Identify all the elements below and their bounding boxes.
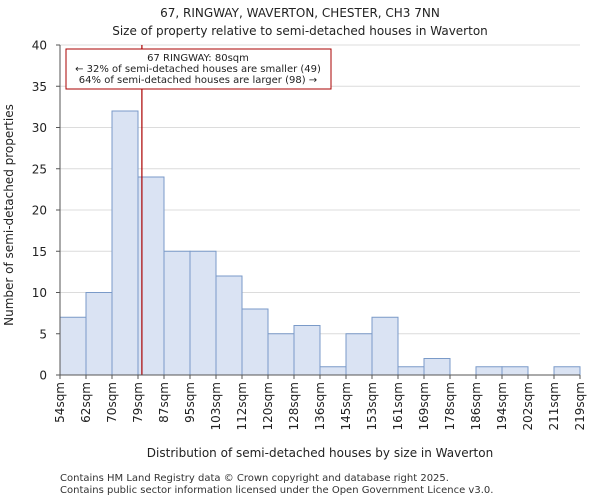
x-tick-label: 211sqm [547,382,561,430]
y-tick-label: 5 [39,327,47,341]
y-tick-label: 0 [39,369,47,383]
x-tick-label: 169sqm [417,382,431,430]
bar [59,316,87,376]
y-tick-label: 15 [32,245,47,259]
bar [293,325,321,376]
bar [241,308,269,376]
y-tick-label: 20 [32,204,47,218]
x-tick-label: 62sqm [79,382,93,423]
x-tick-label: 103sqm [209,382,223,430]
y-tick-label: 30 [32,121,47,135]
chart-subtitle: Size of property relative to semi-detach… [112,24,488,38]
marker-group: 67 RINGWAY: 80sqm← 32% of semi-detached … [65,45,332,375]
annotation-line: ← 32% of semi-detached houses are smalle… [75,64,321,75]
footer-line-1: Contains HM Land Registry data © Crown c… [60,473,449,484]
x-tick-label: 202sqm [521,382,535,430]
bar [475,366,503,376]
x-tick-label: 54sqm [53,382,67,423]
footer-line-2: Contains public sector information licen… [60,485,494,496]
y-tick-label: 10 [32,286,47,300]
bar [215,275,243,376]
x-tick-label: 112sqm [235,382,249,430]
x-tick-label: 161sqm [391,382,405,430]
bar [319,366,347,376]
annotation-box [65,48,332,90]
x-tick-label: 136sqm [313,382,327,430]
x-tick-label: 120sqm [261,382,275,430]
bar [85,292,113,376]
x-tick-label: 95sqm [183,382,197,423]
bars [59,110,581,376]
annotation-line: 67 RINGWAY: 80sqm [147,53,249,64]
bar [345,333,373,376]
bar [501,366,529,376]
x-tick-label: 128sqm [287,382,301,430]
bar [189,250,217,376]
bar [267,333,295,376]
annotation-line: 64% of semi-detached houses are larger (… [79,75,317,86]
bar [397,366,425,376]
y-tick-label: 40 [32,39,47,53]
bar [111,110,139,376]
bar [163,250,191,376]
y-tick-labels: 0 5 10 15 20 25 30 35 40 [32,39,60,383]
y-tick-label: 25 [32,162,47,176]
y-axis-label: Number of semi-detached properties [2,104,16,326]
x-tick-label: 194sqm [495,382,509,430]
bar [553,366,581,376]
bar [371,316,399,376]
x-tick-labels: 54sqm 62sqm 70sqm 79sqm 87sqm 95sqm 103sqm 112s… [53,375,587,430]
bar [423,358,451,376]
x-tick-label: 219sqm [573,382,587,430]
x-tick-label: 145sqm [339,382,353,430]
x-tick-label: 186sqm [469,382,483,430]
chart-title: 67, RINGWAY, WAVERTON, CHESTER, CH3 7NN [160,6,440,20]
x-tick-label: 79sqm [131,382,145,423]
y-tick-label: 35 [32,80,47,94]
x-axis-label: Distribution of semi-detached houses by … [147,446,493,460]
x-tick-label: 70sqm [105,382,119,423]
x-tick-label: 87sqm [157,382,171,423]
x-tick-label: 153sqm [365,382,379,430]
x-tick-label: 178sqm [443,382,457,430]
